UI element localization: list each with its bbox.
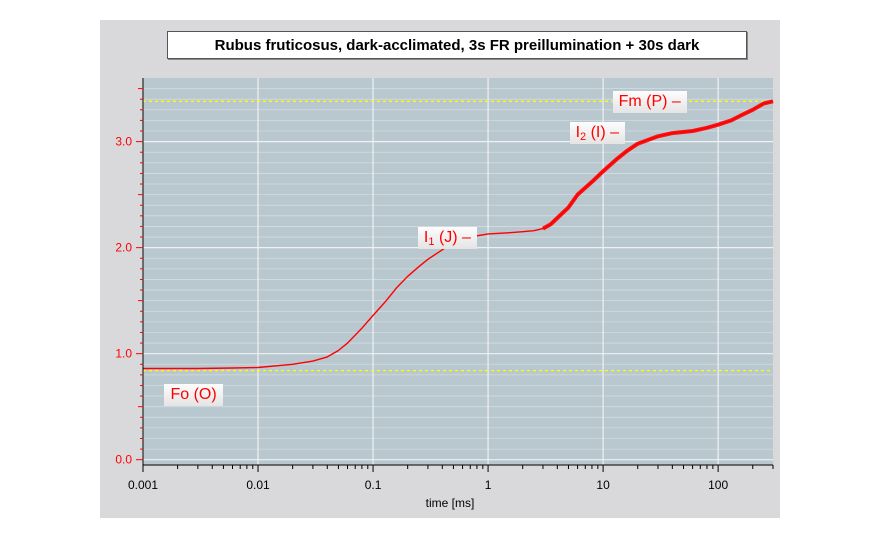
major-grid <box>142 78 773 465</box>
y-tick-label: 0.0 <box>115 453 132 467</box>
annotation-label: I1 (J) – <box>417 227 477 250</box>
x-axis-ticks: 0.001 0.01 0.1 1 10 100 <box>128 465 774 492</box>
annotation-text: Fm (P) – <box>618 93 681 111</box>
x-axis-label: time [ms] <box>426 496 475 510</box>
x-tick-label: 0.1 <box>365 478 382 492</box>
x-tick-label: 1 <box>485 478 492 492</box>
axes <box>142 78 773 466</box>
plot-area <box>143 78 773 465</box>
x-tick-label: 0.001 <box>128 478 158 492</box>
annotation-label: Fo (O) <box>164 384 223 407</box>
annotation-label: I2 (I) – <box>569 122 626 145</box>
y-tick-label: 1.0 <box>115 347 132 361</box>
data-series <box>143 99 774 370</box>
annotation-text: (J) – <box>434 229 471 247</box>
annotation-text: (I) – <box>586 124 620 142</box>
annotation-text: I <box>575 124 581 142</box>
series-line-noise-band <box>542 99 774 231</box>
x-tick-label: 10 <box>596 478 610 492</box>
chart-title: Rubus fruticosus, dark-acclimated, 3s FR… <box>167 31 747 59</box>
y-axis-ticks: 0.0 1.0 2.0 3.0 <box>115 88 143 467</box>
annotation-text: I <box>423 229 429 247</box>
x-tick-label: 0.01 <box>246 478 270 492</box>
y-tick-label: 2.0 <box>115 241 132 255</box>
annotation-subscript: 1 <box>428 236 435 249</box>
y-tick-label: 3.0 <box>115 135 132 149</box>
annotation-label: Fm (P) – <box>612 91 687 114</box>
x-tick-label: 100 <box>708 478 728 492</box>
annotation-subscript: 2 <box>580 131 587 144</box>
annotation-text: Fo (O) <box>170 386 217 404</box>
